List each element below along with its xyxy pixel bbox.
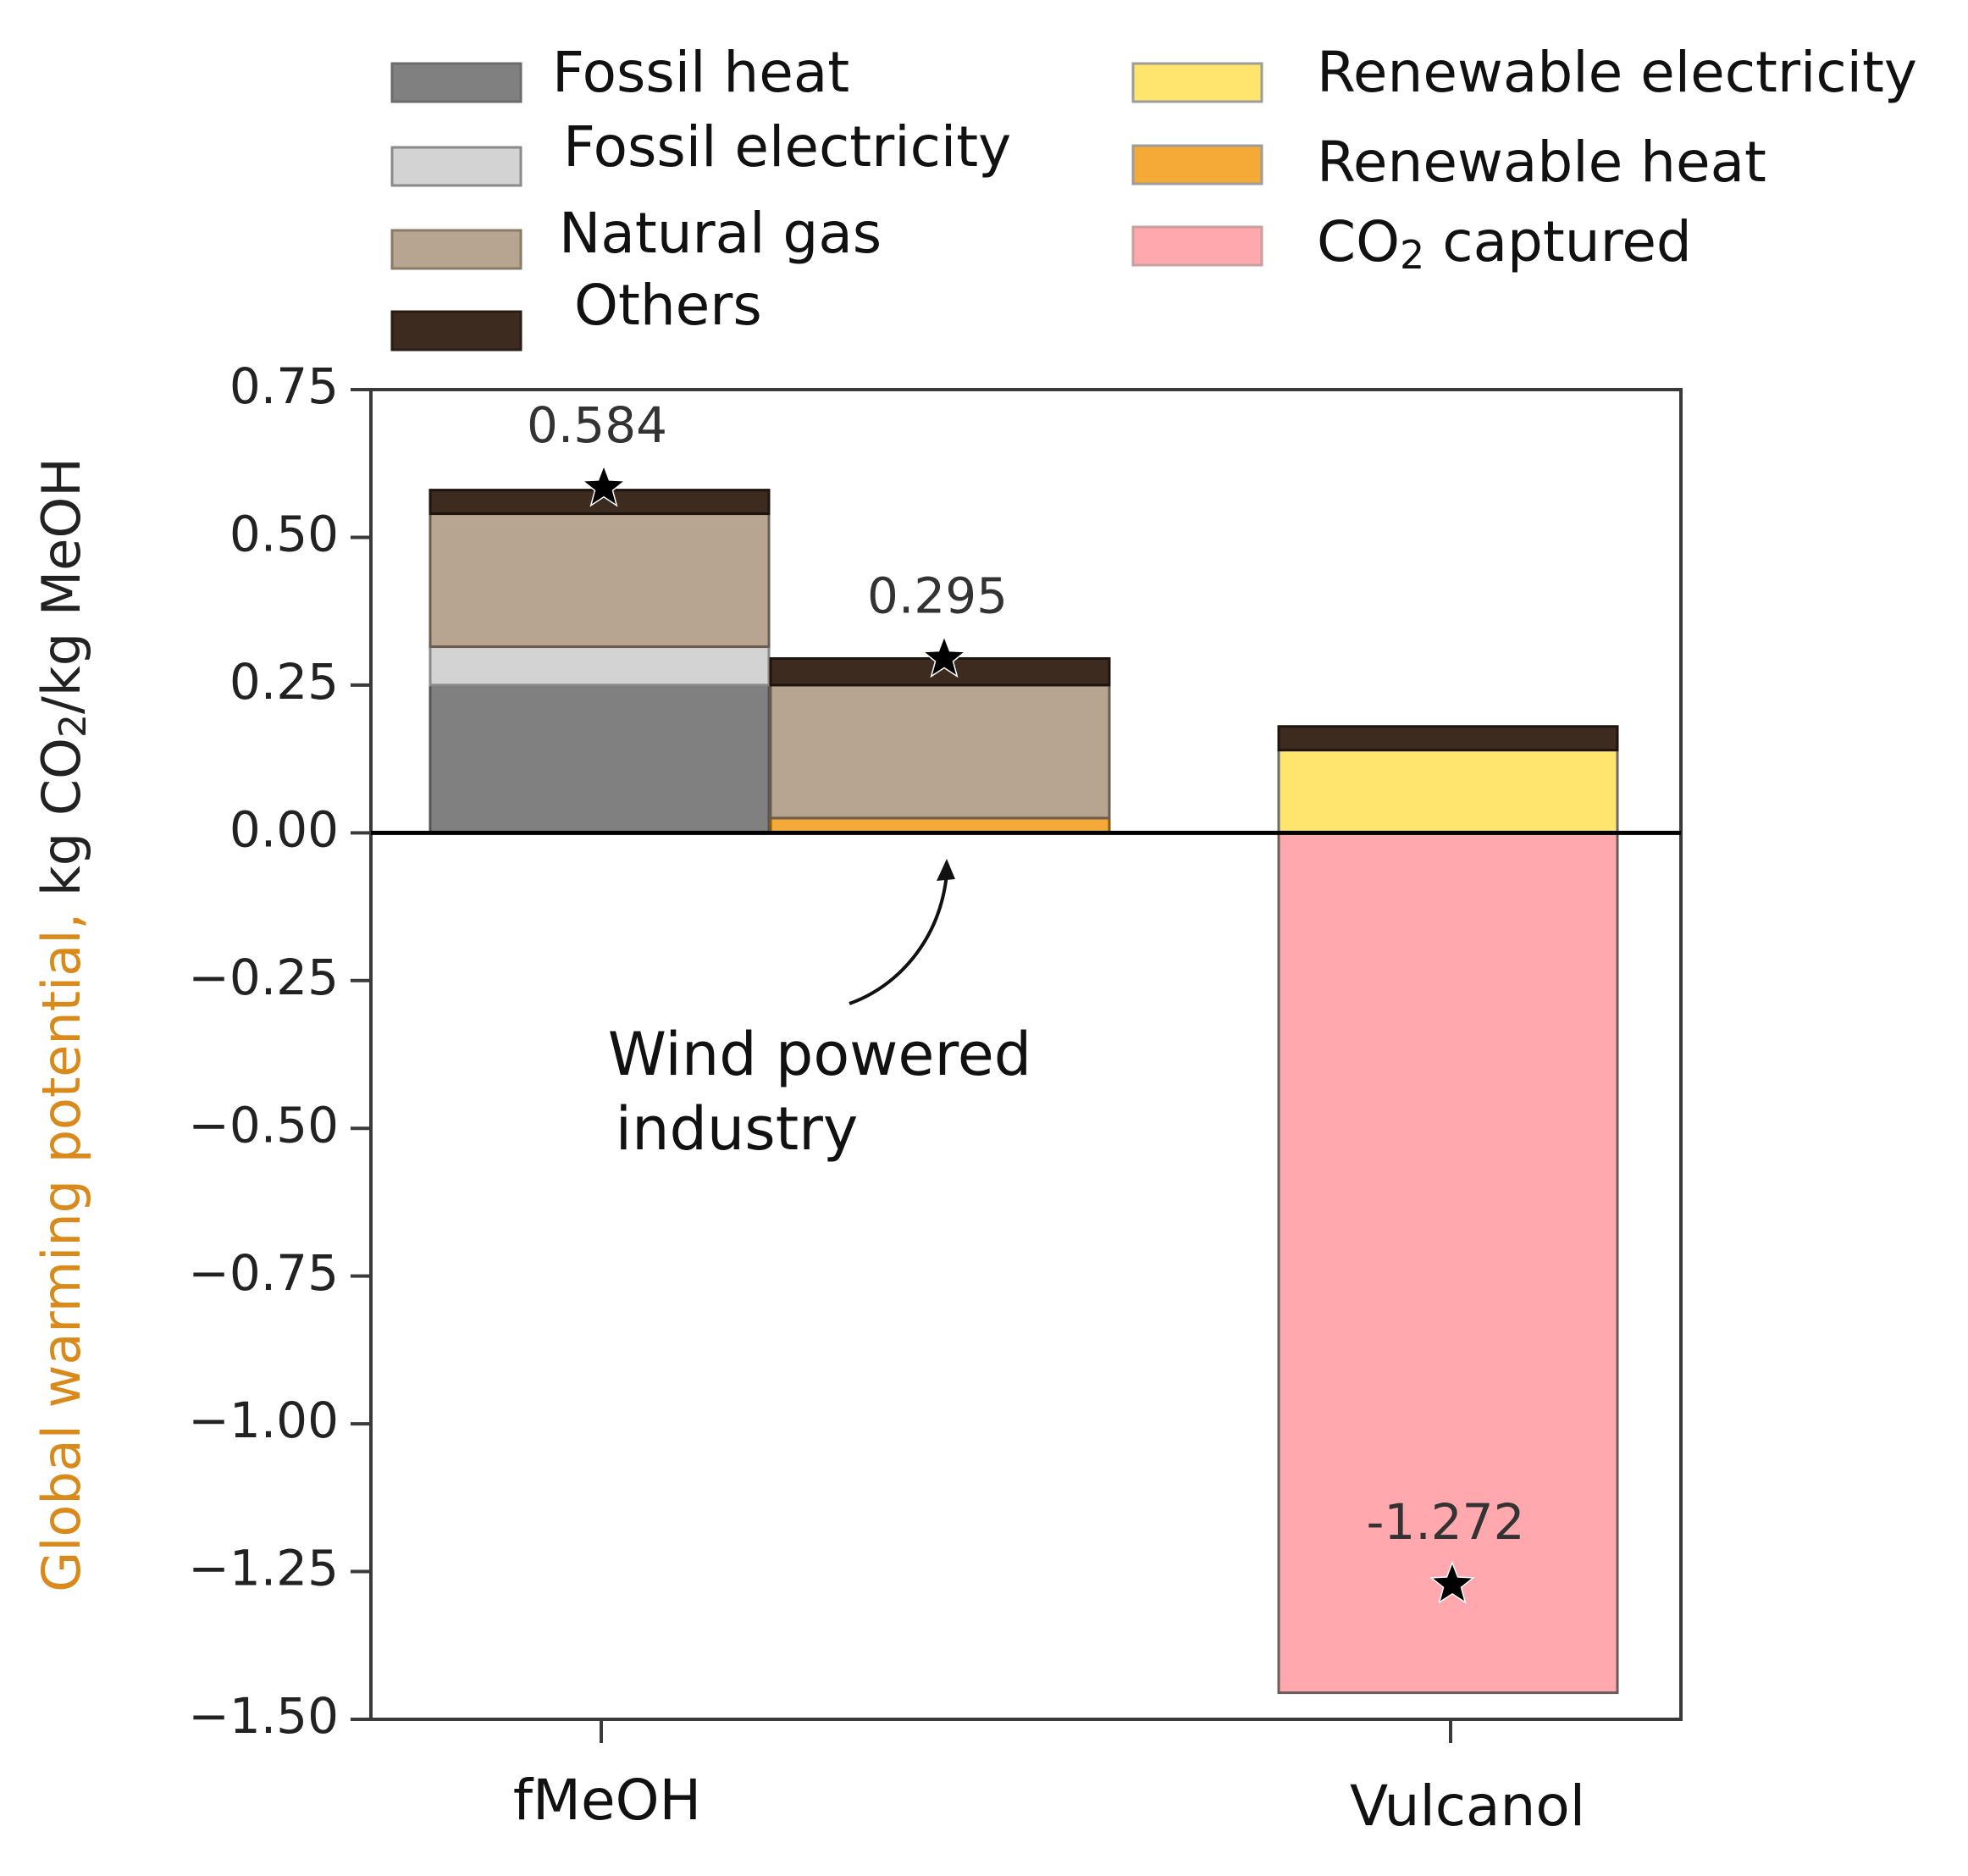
legend-swatch-renewable-electricity [1131,62,1263,103]
legend-swatch-others [390,310,522,351]
total-marker-fmeoh-wind [921,634,967,678]
legend-item-renewable-heat: Renewable heat [1131,130,1766,195]
y-axis: 0.75 0.50 0.25 0.00 −0.25 −0.50 −0.75 −1.00 −1.2… [188,357,371,1745]
bars [428,489,1619,1695]
totals: 0.584 0.295 -1.272 [527,396,1525,1604]
legend-swatch-fossil-electricity [390,146,522,187]
bar-segment-vulcanol-co2-captured [1277,831,1619,1695]
legend-item-fossil-heat: Fossil heat [390,40,849,105]
annotation-wind-powered: Wind powered industry [608,859,1032,1164]
legend-label-co2-captured: CO2 captured [1317,209,1692,277]
y-tick-label: −1.25 [188,1540,339,1597]
total-marker-vulcanol [1429,1560,1475,1604]
y-tick-label: −0.75 [188,1244,339,1302]
total-label-vulcanol: -1.272 [1367,1493,1525,1551]
total-marker-fmeoh [581,463,627,507]
bar-segment-vulcanol-renewable-electricity [1277,749,1619,834]
legend-item-co2-captured: CO2 captured [1131,209,1692,278]
y-axis-label: Global warming potential, kg CO2/kg MeOH [30,457,95,1592]
legend-label-renewable-electricity: Renewable electricity [1317,40,1917,105]
x-label-fmeoh: fMeOH [513,1768,701,1833]
legend-label-others: Others [574,273,762,338]
total-label-fmeoh: 0.584 [527,396,667,454]
bar-segment-vulcanol-others [1277,725,1619,752]
annotation-line-1: Wind powered [608,1020,1032,1089]
legend-swatch-co2-captured [1131,225,1263,267]
y-tick-label: 0.75 [229,357,339,415]
total-label-fmeoh-wind: 0.295 [867,567,1008,625]
y-tick-label: −1.50 [188,1687,339,1745]
legend-label-co2-main: CO [1317,209,1400,274]
y-tick-label: −0.50 [188,1096,339,1154]
legend-label-natural-gas: Natural gas [559,201,882,266]
y-axis-label-unit-b: /kg MeOH [30,457,92,714]
annotation-line-2: industry [616,1094,859,1164]
legend-swatch-natural-gas [390,229,522,270]
y-axis-label-unit-sub: 2 [52,714,95,738]
legend-label-co2-sub: 2 [1400,232,1424,278]
legend-item-renewable-electricity: Renewable electricity [1131,40,1917,105]
legend: Fossil heat Fossil electricity Natural g… [390,40,1917,351]
bar-segment-fmeoh-fossil-electricity [428,645,771,687]
legend-label-fossil-heat: Fossil heat [552,40,849,105]
bar-segment-fmeoh_wind-renewable-heat [769,816,1111,834]
legend-label-fossil-electricity: Fossil electricity [563,114,1011,180]
legend-label-co2-rest: captured [1424,209,1692,274]
legend-swatch-renewable-heat [1131,144,1263,185]
legend-item-natural-gas: Natural gas [390,201,882,270]
y-tick-label: −1.00 [188,1392,339,1449]
bar-segment-fmeoh_wind-natural-gas [769,683,1111,820]
legend-item-fossil-electricity: Fossil electricity [390,114,1011,187]
annotation-arrowhead [937,859,955,881]
legend-item-others: Others [390,273,762,351]
y-tick-label: −0.25 [188,949,339,1006]
y-axis-label-unit-a: kg CO [30,738,92,896]
x-label-vulcanol: Vulcanol [1350,1774,1585,1839]
annotation-arrow [849,873,948,1005]
bar-segment-fmeoh_wind-others [769,656,1111,687]
y-tick-label: 0.50 [229,506,339,563]
plot-frame [369,388,1683,1721]
bar-segment-fmeoh-natural-gas [428,512,771,649]
bar-segment-fmeoh-fossil-heat [428,683,771,834]
legend-label-renewable-heat: Renewable heat [1317,130,1766,195]
y-tick-label: 0.00 [229,800,339,858]
y-tick-label: 0.25 [229,653,339,711]
y-axis-label-prefix: Global warming potential, [30,896,92,1592]
legend-swatch-fossil-heat [390,62,522,103]
